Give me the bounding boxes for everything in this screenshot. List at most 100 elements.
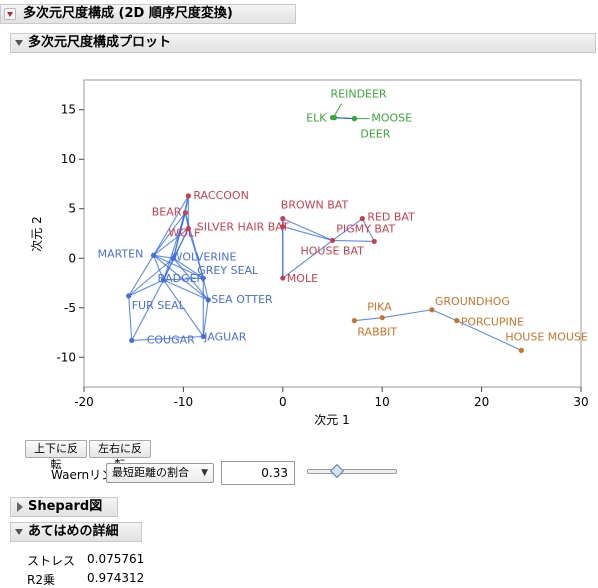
point-rabbit[interactable] — [351, 318, 357, 324]
point-label: RACCOON — [193, 189, 248, 202]
point-label: COUGAR — [147, 333, 195, 346]
x-tick-label: -20 — [74, 395, 94, 409]
point-label: SILVER HAIR BAT — [197, 221, 289, 234]
link-edge — [173, 257, 204, 279]
point-bear[interactable] — [182, 210, 188, 216]
link-type-value: 最短距離の割合 — [112, 466, 189, 479]
fit-section-title: あてはめの詳細 — [28, 524, 119, 539]
y-tick-label: -5 — [64, 301, 76, 315]
link-type-select[interactable]: 最短距離の割合 ▼ — [106, 463, 214, 483]
shepard-section-header[interactable]: Shepard図 — [10, 497, 118, 517]
link-edge — [382, 309, 432, 319]
link-edge — [128, 279, 164, 297]
point-label: PIGMY BAT — [336, 222, 395, 235]
link-edge — [456, 320, 522, 351]
point-grey-seal[interactable] — [200, 275, 206, 281]
point-mole[interactable] — [280, 275, 286, 281]
point-raccoon[interactable] — [185, 193, 191, 199]
link-edge — [282, 218, 333, 241]
disclosure-closed-icon[interactable] — [17, 502, 23, 512]
point-wolverine[interactable] — [170, 255, 177, 261]
point-labels: REINDEER MOOSE ELK DEER RACCOON BEAR BROWN BAT… — [98, 88, 588, 347]
plot-section-title: 多次元尺度構成プロット — [28, 35, 172, 50]
point-label: BROWN BAT — [281, 199, 349, 212]
r2-label: R2乗 — [27, 573, 55, 587]
y-tick-label: 0 — [68, 251, 76, 265]
point-label: REINDEER — [331, 88, 387, 101]
point-pigmy-bat[interactable] — [371, 238, 377, 245]
r2-value: 0.974312 — [87, 571, 145, 585]
plot-section-header[interactable]: 多次元尺度構成プロット — [10, 33, 596, 53]
point-brown-bat[interactable] — [280, 216, 286, 222]
point-deer[interactable] — [351, 116, 357, 122]
point-label: PIKA — [367, 301, 392, 314]
link-slider[interactable] — [307, 469, 397, 474]
point-jaguar[interactable] — [200, 333, 206, 340]
point-wolf[interactable] — [185, 225, 191, 232]
link-edge — [153, 254, 209, 301]
point-label: BADGER — [158, 272, 205, 285]
link-edge — [163, 279, 204, 337]
point-label: JAGUAR — [203, 330, 246, 343]
link-slider-thumb[interactable] — [329, 463, 344, 479]
link-edge — [128, 257, 174, 297]
report-title: 多次元尺度構成 (2D 順序尺度変換) — [23, 6, 233, 21]
link-edge — [128, 254, 155, 297]
red-triangle-menu-icon[interactable] — [4, 8, 16, 20]
x-axis-title: 次元 1 — [314, 413, 349, 427]
point-porcupine[interactable] — [454, 318, 460, 324]
point-house-bat[interactable] — [329, 237, 336, 244]
point-fur-seal[interactable] — [126, 293, 132, 299]
stress-label: ストレス — [27, 554, 76, 568]
point-label: HOUSE MOUSE — [505, 330, 588, 343]
disclosure-open-icon[interactable] — [15, 40, 23, 46]
y-axis-title: 次元 2 — [30, 216, 44, 251]
x-tick-label: 10 — [375, 395, 390, 409]
point-silver-hair-bat[interactable] — [280, 223, 286, 230]
flip-vertical-button[interactable]: 上下に反転 — [25, 440, 87, 471]
link-edge — [282, 239, 333, 279]
link-edge — [202, 299, 209, 337]
point-cougar[interactable] — [129, 337, 135, 344]
report-header[interactable]: 多次元尺度構成 (2D 順序尺度変換) — [0, 4, 296, 24]
point-label: SEA OTTER — [211, 293, 273, 306]
point-label: HOUSE BAT — [301, 244, 365, 257]
point-marten[interactable] — [150, 252, 157, 258]
y-tick-label: 5 — [68, 202, 76, 216]
point-label: WOLVERINE — [171, 250, 236, 263]
point-label: MARTEN — [98, 247, 144, 260]
link-edge — [131, 279, 165, 341]
link-edge — [184, 212, 204, 279]
point-sea-otter[interactable] — [205, 297, 211, 303]
link-edge — [153, 228, 189, 256]
point-house-mouse[interactable] — [518, 347, 524, 353]
point-groundhog[interactable] — [429, 307, 435, 313]
point-badger[interactable] — [160, 277, 167, 283]
fit-section-header[interactable]: あてはめの詳細 — [10, 522, 142, 542]
point-pika[interactable] — [379, 315, 385, 321]
link-edge — [332, 218, 363, 241]
link-edge — [153, 195, 189, 256]
point-elk[interactable] — [331, 115, 338, 121]
link-edge — [163, 228, 189, 281]
axes: -20 -10 0 10 20 30 -10 -5 0 5 10 15 — [56, 103, 588, 409]
link-edge — [153, 255, 165, 281]
point-label: MOLE — [287, 272, 318, 285]
label-leader — [334, 103, 342, 116]
flip-horizontal-button[interactable]: 左右に反転 — [89, 440, 151, 471]
disclosure-open-icon[interactable] — [15, 529, 23, 535]
link-edge — [163, 279, 209, 301]
point-label: BEAR — [152, 206, 182, 219]
link-edge — [202, 277, 209, 300]
link-value-input[interactable]: 0.33 — [221, 461, 295, 485]
link-edge — [332, 239, 375, 242]
link-edge — [354, 317, 383, 322]
y-tick-label: -10 — [56, 350, 76, 364]
point-label: PORCUPINE — [461, 316, 524, 329]
link-edge — [128, 295, 133, 341]
data-points — [126, 115, 524, 353]
link-edge — [153, 254, 174, 259]
link-edge — [131, 335, 204, 342]
point-red-bat[interactable] — [359, 216, 365, 222]
link-edge — [153, 254, 204, 279]
